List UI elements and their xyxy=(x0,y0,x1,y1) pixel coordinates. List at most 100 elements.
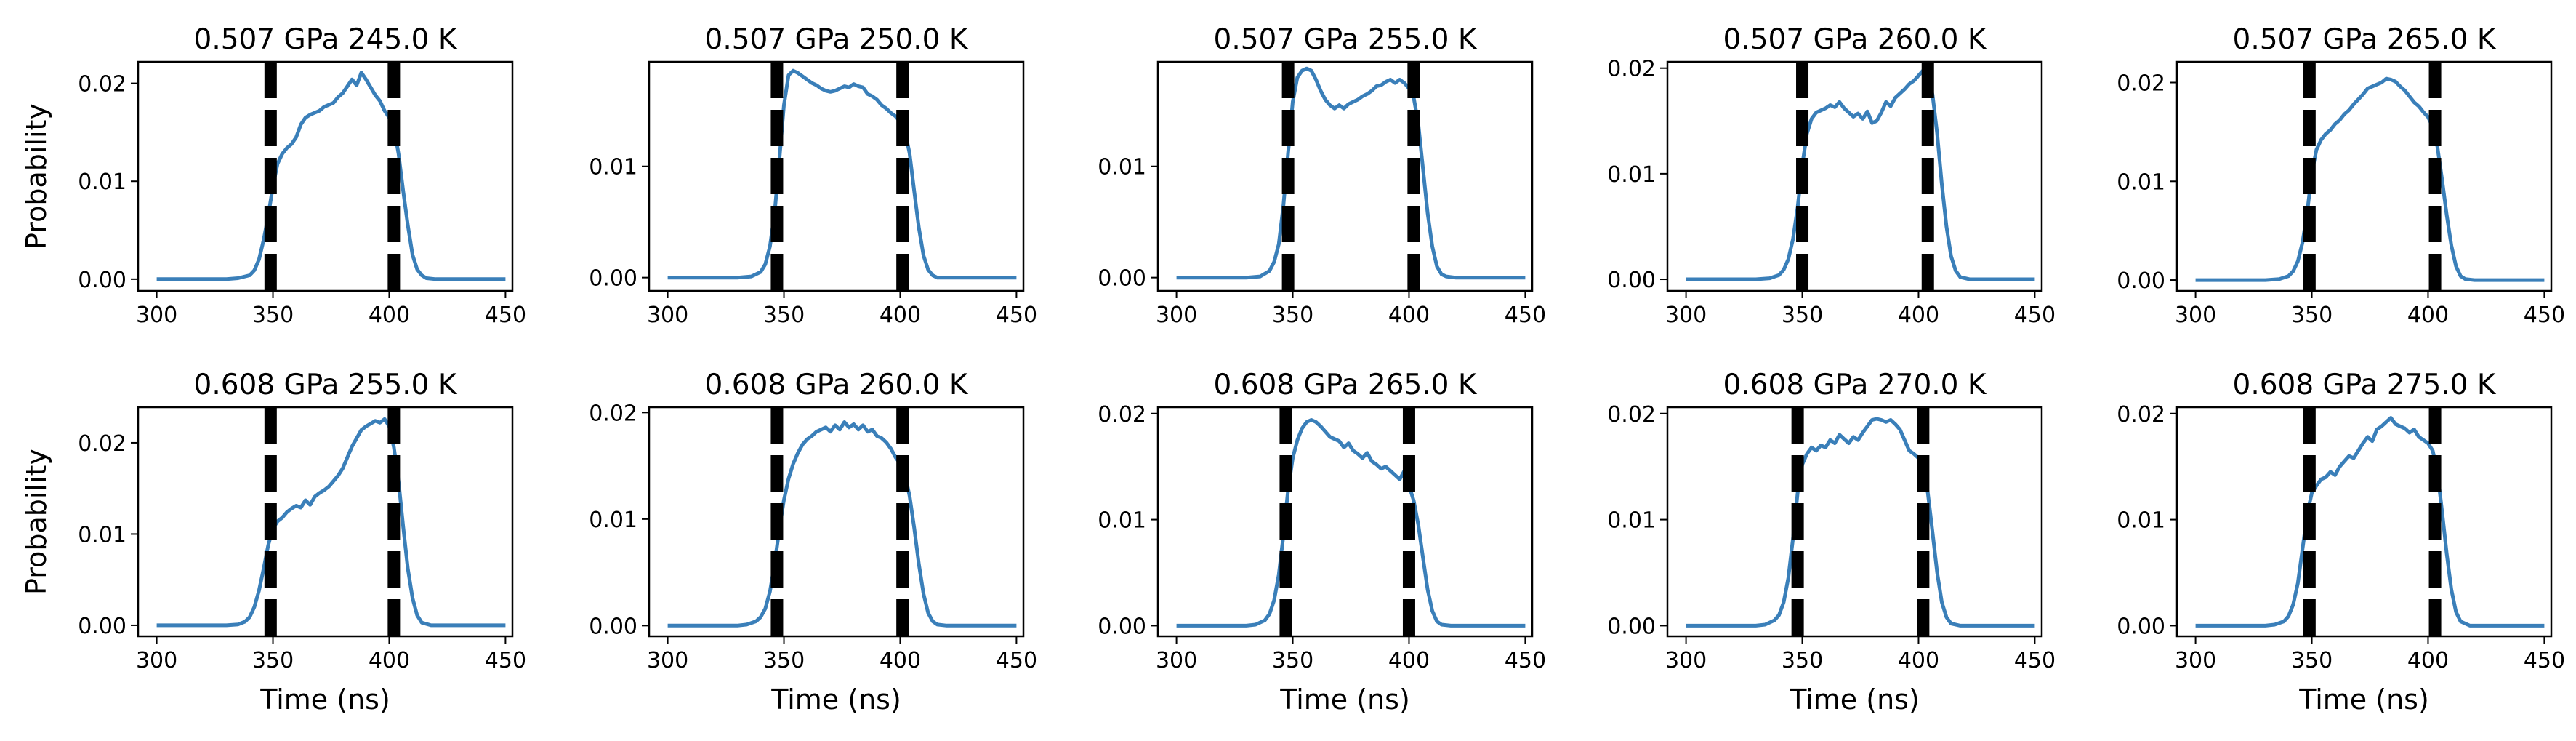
probability-series-line xyxy=(2195,76,2545,282)
x-tick-label: 450 xyxy=(1505,303,1546,328)
y-tick-label: 0.01 xyxy=(1098,508,1146,534)
x-tick-label: 450 xyxy=(485,303,526,328)
x-axis-label: Time (ns) xyxy=(2298,684,2429,716)
y-tick-label: 0.02 xyxy=(589,401,637,426)
y-tick-label: 0.02 xyxy=(1607,57,1656,82)
subplot-title: 0.507 GPa 245.0 K xyxy=(194,23,458,56)
y-tick-label: 0.02 xyxy=(2117,402,2165,428)
probability-series-line xyxy=(2195,416,2545,628)
x-tick-label: 450 xyxy=(2014,303,2056,328)
subplot-title: 0.507 GPa 265.0 K xyxy=(2233,23,2497,56)
subplot-1-4: 0.507 GPa 260.0 K 300 350 400 450 0.00 0.01 0.0… xyxy=(1607,23,2056,328)
subplot-2-1: 0.608 GPa 255.0 K 300 350 400 450 0.00 0.01 0.0… xyxy=(20,369,526,716)
axes-frame xyxy=(1156,60,1534,292)
x-tick-label: 300 xyxy=(647,303,688,328)
x-tick-label: 350 xyxy=(252,648,294,673)
axes-frame xyxy=(137,406,514,638)
axes-frame xyxy=(648,60,1025,292)
x-tick-label: 300 xyxy=(136,303,177,328)
x-tick-label: 450 xyxy=(996,648,1037,673)
y-tick-label: 0.00 xyxy=(1607,268,1656,293)
x-tick-label: 350 xyxy=(1272,303,1313,328)
y-tick-label: 0.01 xyxy=(1607,508,1656,534)
x-tick-label: 300 xyxy=(2175,303,2216,328)
x-tick-label: 450 xyxy=(2014,648,2056,673)
probability-series-line xyxy=(156,417,506,628)
axes-frame xyxy=(1666,60,2043,292)
x-axis-label: Time (ns) xyxy=(1789,684,1920,716)
y-tick-label: 0.00 xyxy=(78,614,126,639)
subplot-title: 0.608 GPa 275.0 K xyxy=(2233,369,2497,401)
subplot-1-3: 0.507 GPa 255.0 K 300 350 400 450 0.00 0.01 xyxy=(1098,23,1546,328)
x-tick-label: 400 xyxy=(880,648,921,673)
x-tick-label: 450 xyxy=(996,303,1037,328)
y-tick-label: 0.00 xyxy=(78,268,126,293)
y-tick-label: 0.02 xyxy=(1607,402,1656,428)
axes-frame xyxy=(648,406,1025,638)
axes-frame xyxy=(2175,60,2553,292)
x-tick-label: 350 xyxy=(763,303,805,328)
x-tick-label: 300 xyxy=(1665,303,1707,328)
subplot-2-4: 0.608 GPa 270.0 K 300 350 400 450 0.00 0.01 0.0… xyxy=(1607,369,2056,716)
x-tick-label: 400 xyxy=(369,303,410,328)
x-tick-label: 400 xyxy=(2407,303,2449,328)
subplot-2-2: 0.608 GPa 260.0 K 300 350 400 450 0.00 0.01 0.0… xyxy=(589,369,1037,716)
x-tick-label: 400 xyxy=(1898,648,1939,673)
x-tick-label: 300 xyxy=(2175,648,2216,673)
x-tick-label: 350 xyxy=(1272,648,1313,673)
x-tick-label: 400 xyxy=(2407,648,2449,673)
y-tick-label: 0.00 xyxy=(589,266,637,292)
axes-frame xyxy=(2175,406,2553,638)
subplot-2-5: 0.608 GPa 275.0 K 300 350 400 450 0.00 0.01 0.0… xyxy=(2117,369,2565,716)
subplot-title: 0.507 GPa 255.0 K xyxy=(1214,23,1478,56)
subplot-title: 0.608 GPa 270.0 K xyxy=(1723,369,1987,401)
x-axis-label: Time (ns) xyxy=(1279,684,1410,716)
subplot-1-5: 0.507 GPa 265.0 K 300 350 400 450 0.00 0.01 0.0… xyxy=(2117,23,2565,328)
probability-series-line xyxy=(1686,68,2035,281)
y-tick-label: 0.00 xyxy=(2117,268,2165,294)
x-tick-label: 300 xyxy=(1665,648,1707,673)
y-tick-label: 0.02 xyxy=(78,431,126,457)
y-tick-label: 0.02 xyxy=(1098,402,1146,428)
x-tick-label: 300 xyxy=(1156,303,1197,328)
y-axis-label: Probability xyxy=(20,449,52,595)
x-tick-label: 350 xyxy=(763,648,805,673)
x-axis-label: Time (ns) xyxy=(259,684,390,716)
x-tick-label: 450 xyxy=(1505,648,1546,673)
y-tick-label: 0.01 xyxy=(78,522,126,548)
x-tick-label: 350 xyxy=(2291,648,2333,673)
x-tick-label: 350 xyxy=(1782,648,1823,673)
subplot-title: 0.507 GPa 260.0 K xyxy=(1723,23,1987,56)
x-tick-label: 300 xyxy=(647,648,688,673)
x-tick-label: 400 xyxy=(1898,303,1939,328)
x-tick-label: 400 xyxy=(880,303,921,328)
axes-frame xyxy=(137,60,514,292)
subplot-1-1: 0.507 GPa 245.0 K 300 350 400 450 0.00 0.01 0.0… xyxy=(20,23,526,328)
subplot-title: 0.507 GPa 250.0 K xyxy=(705,23,969,56)
y-tick-label: 0.00 xyxy=(2117,614,2165,639)
y-tick-label: 0.00 xyxy=(1098,266,1146,292)
subplot-1-2: 0.507 GPa 250.0 K 300 350 400 450 0.00 0.01 xyxy=(589,23,1037,328)
probability-series-line xyxy=(667,420,1017,628)
x-tick-label: 450 xyxy=(2524,648,2565,673)
y-tick-label: 0.01 xyxy=(2117,508,2165,534)
probability-series-line xyxy=(1686,417,2035,628)
y-tick-label: 0.01 xyxy=(1098,155,1146,180)
x-tick-label: 400 xyxy=(1388,303,1430,328)
axes-frame xyxy=(1156,406,1534,638)
probability-series-line xyxy=(1176,66,1526,280)
y-tick-label: 0.01 xyxy=(589,508,637,533)
y-tick-label: 0.02 xyxy=(2117,71,2165,97)
subplot-title: 0.608 GPa 265.0 K xyxy=(1214,369,1478,401)
x-tick-label: 300 xyxy=(1156,648,1197,673)
y-tick-label: 0.01 xyxy=(1607,162,1656,188)
x-axis-label: Time (ns) xyxy=(770,684,901,716)
y-axis-label: Probability xyxy=(20,103,52,249)
y-tick-label: 0.00 xyxy=(1607,614,1656,639)
probability-series-line xyxy=(667,68,1017,280)
y-tick-label: 0.01 xyxy=(589,155,637,180)
x-tick-label: 450 xyxy=(2524,303,2565,328)
x-tick-label: 300 xyxy=(136,648,177,673)
y-tick-label: 0.01 xyxy=(2117,169,2165,195)
